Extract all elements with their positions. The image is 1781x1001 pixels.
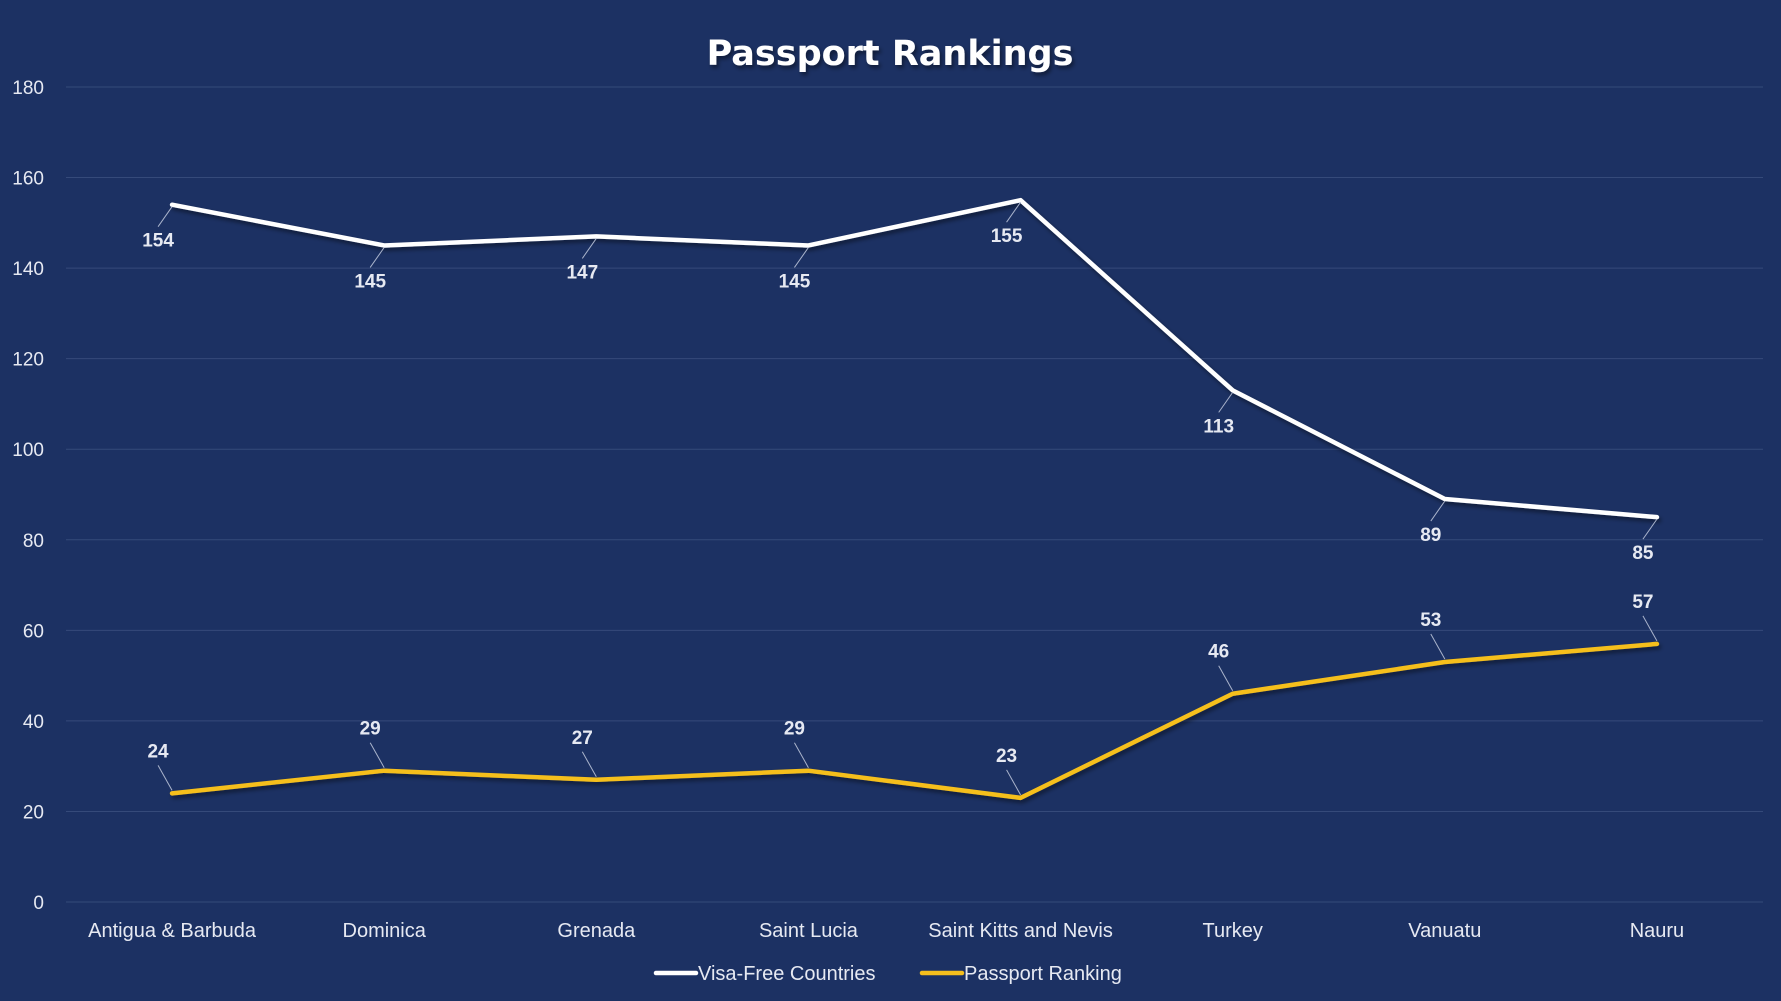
data-label: 147: [566, 262, 598, 283]
data-label: 113: [1203, 416, 1234, 437]
data-label: 29: [360, 719, 381, 740]
leader-line: [581, 238, 597, 259]
leader-line: [157, 765, 173, 791]
leader-line: [794, 742, 809, 768]
data-label: 24: [147, 741, 169, 762]
y-tick-label: 20: [23, 802, 44, 823]
data-label: 29: [784, 719, 805, 740]
leader-line: [1218, 665, 1234, 691]
legend: Visa-Free Countries Passport Ranking: [653, 963, 1122, 985]
x-tick-label: Antigua & Barbuda: [88, 920, 257, 942]
leader-line: [794, 247, 809, 268]
leader-line: [1430, 500, 1446, 522]
y-axis-ticks: 0 20 40 60 80 100 120 140 160 180: [12, 78, 44, 914]
x-tick-label: Dominica: [343, 920, 427, 942]
data-label: 53: [1420, 610, 1441, 631]
legend-label: Passport Ranking: [964, 963, 1122, 985]
y-tick-label: 160: [12, 169, 44, 190]
leader-line: [369, 742, 385, 768]
leader-line: [369, 247, 385, 268]
y-tick-label: 120: [12, 350, 44, 371]
x-tick-label: Nauru: [1630, 920, 1684, 942]
x-tick-label: Saint Lucia: [759, 920, 859, 942]
leader-line: [1430, 633, 1446, 660]
data-label: 89: [1420, 525, 1441, 546]
data-label: 85: [1632, 543, 1654, 564]
grid-layer: [66, 86, 1763, 903]
leader-line: [1218, 392, 1234, 413]
y-tick-label: 0: [33, 893, 44, 914]
series-line-0: [169, 197, 1660, 520]
x-tick-label: Grenada: [557, 920, 636, 942]
leader-line: [1642, 615, 1658, 642]
leader-line: [157, 206, 173, 228]
data-label: 154: [142, 231, 174, 252]
legend-label: Visa-Free Countries: [698, 963, 875, 985]
series-layer: [169, 197, 1660, 801]
y-tick-label: 60: [23, 621, 44, 642]
leader-line: [581, 751, 597, 777]
y-tick-label: 180: [12, 78, 44, 99]
chart-title: Passport Rankings: [707, 34, 1074, 74]
data-label: 145: [779, 271, 811, 292]
x-tick-label: Turkey: [1202, 920, 1262, 942]
y-tick-label: 80: [23, 531, 44, 552]
leader-line: [1642, 518, 1658, 540]
data-label: 155: [991, 226, 1023, 247]
y-tick-label: 140: [12, 259, 44, 280]
leader-line: [1006, 201, 1021, 223]
y-tick-label: 40: [23, 712, 44, 733]
data-label: 145: [354, 271, 386, 292]
x-axis-ticks: Antigua & Barbuda Dominica Grenada Saint Lu…: [88, 920, 1684, 942]
data-label: 57: [1632, 592, 1653, 613]
x-tick-label: Vanuatu: [1408, 920, 1481, 942]
x-tick-label: Saint Kitts and Nevis: [928, 920, 1113, 942]
data-label-layer: 154 145 147 145 155 113 89 85 24 29 27 29 23 46 53 57: [142, 201, 1658, 796]
data-label: 23: [996, 746, 1017, 767]
data-label: 27: [572, 728, 593, 749]
series-line-1: [169, 641, 1660, 801]
leader-line: [1006, 769, 1021, 796]
y-tick-label: 100: [12, 440, 44, 461]
data-label: 46: [1208, 642, 1229, 663]
